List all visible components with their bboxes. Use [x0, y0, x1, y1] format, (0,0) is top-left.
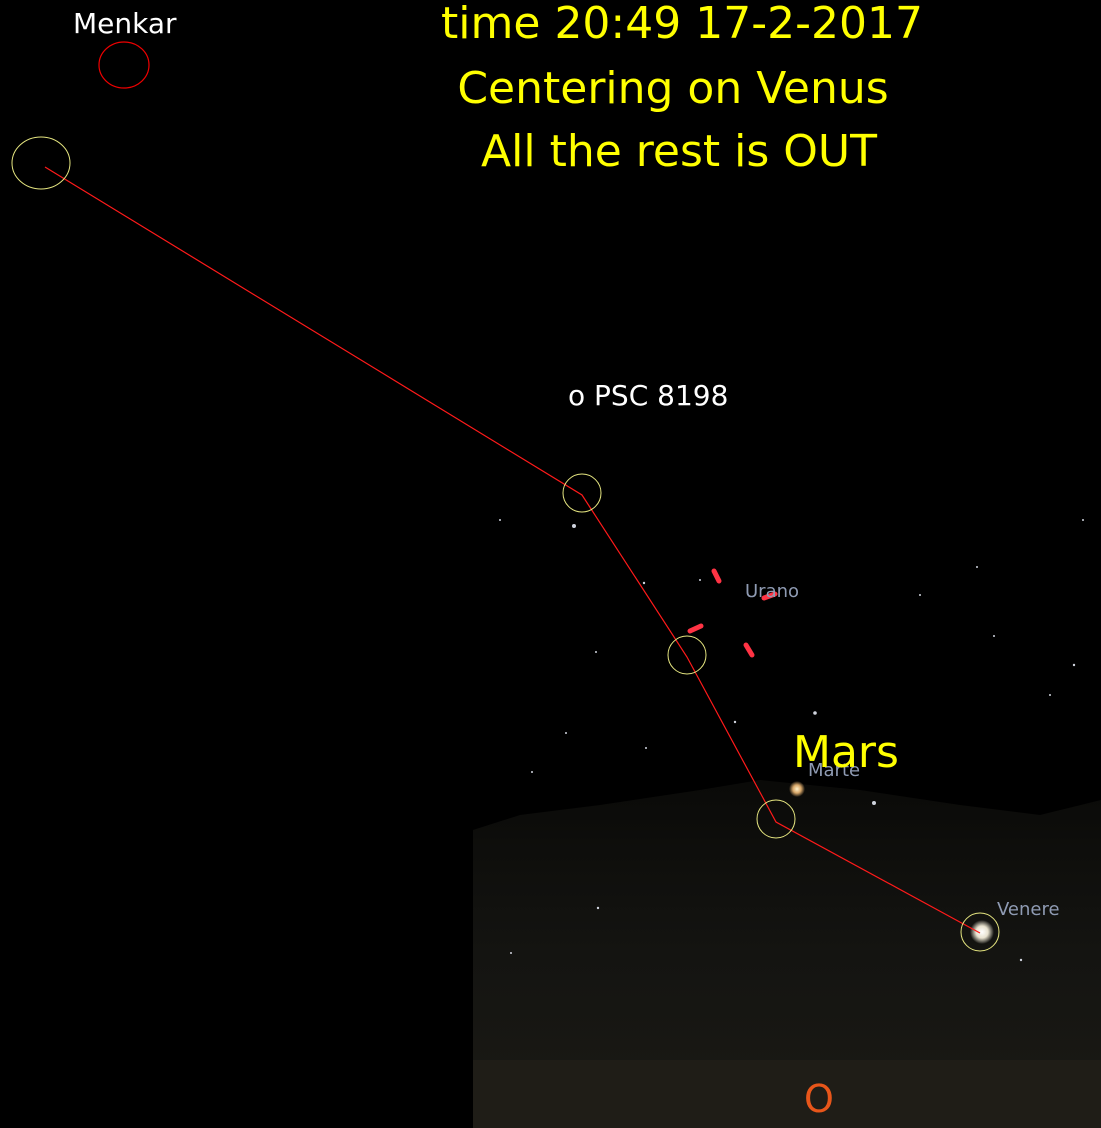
menkar-label: Menkar	[73, 7, 177, 40]
ground	[473, 1060, 1101, 1128]
header-line: Centering on Venus	[457, 63, 888, 114]
header-line: All the rest is OUT	[481, 126, 877, 177]
header-line: time 20:49 17-2-2017	[441, 0, 923, 49]
sky-view: time 20:49 17-2-2017 Centering on Venus …	[0, 0, 1101, 1128]
mars-label: Mars	[793, 727, 899, 778]
uranus-label: Urano	[745, 581, 799, 602]
venus-label: Venere	[997, 899, 1060, 920]
mars-body	[789, 781, 805, 797]
star-label: o PSC 8198	[568, 379, 728, 412]
cardinal-point: O	[804, 1077, 834, 1121]
venus-body	[970, 920, 994, 944]
